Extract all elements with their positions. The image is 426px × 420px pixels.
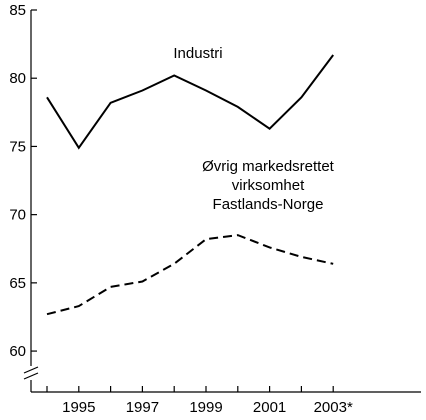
annotation-ovrig-line1: Øvrig markedsrettet [202,158,335,175]
series-line-industri [46,54,334,150]
axis-break-mark-2 [23,372,39,380]
annotation-ovrig-line3: Fastlands-Norge [213,196,324,213]
y-tick-label: 60 [9,343,26,360]
axes [23,10,421,393]
x-tick-label: 1995 [62,399,95,416]
annotation-industri: Industri [173,45,222,62]
annotations: Industri Øvrig markedsrettet virksomhet … [173,45,334,213]
axis-break-mark-1 [23,366,39,374]
y-tick-label: 70 [9,207,26,224]
x-tick-label: 1997 [126,399,159,416]
series-lines [46,54,334,316]
y-tick-label: 80 [9,70,26,87]
y-tick-label: 65 [9,275,26,292]
series-line-ovrig [46,234,334,316]
x-tick-label: 2003* [314,399,353,416]
x-tick-label: 2001 [253,399,286,416]
x-tick-label: 1999 [189,399,222,416]
x-axis-ticks: 1995 1997 1999 2001 2003* [46,386,353,416]
y-tick-label: 75 [9,138,26,155]
y-tick-label: 85 [9,2,26,19]
annotation-ovrig-line2: virksomhet [232,177,305,194]
y-axis-ticks: 60 65 70 75 80 85 [9,2,37,360]
